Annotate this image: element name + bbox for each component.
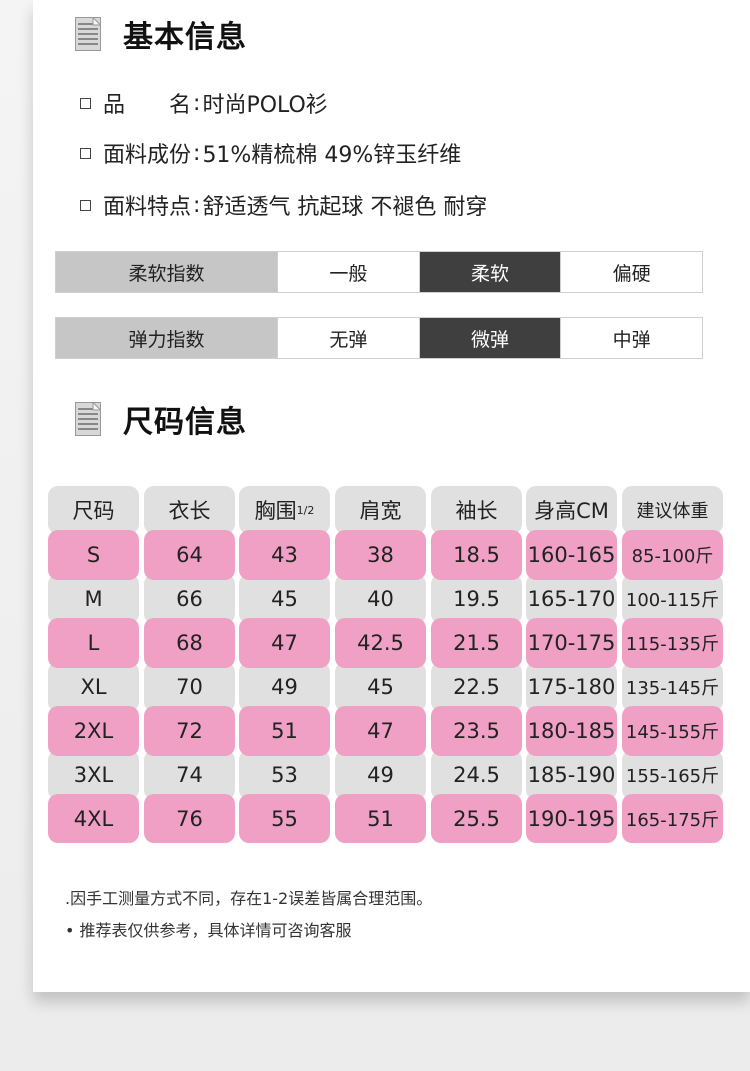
info-value: 时尚POLO衫	[202, 93, 328, 118]
size-cell: 45	[239, 574, 330, 624]
size-cell: 38	[335, 530, 426, 580]
elasticity-rating: 弹力指数 无弹 微弹 中弹	[55, 317, 703, 359]
rating-option-selected: 微弹	[419, 318, 562, 358]
size-cell: 175-180	[526, 662, 617, 712]
info-label: 面料成份	[103, 143, 192, 168]
bullet-square-icon	[80, 147, 91, 159]
size-cell: 160-165	[526, 530, 617, 580]
size-cell: 190-195	[526, 794, 617, 843]
info-line-name: 品 名: 时尚POLO衫	[80, 87, 328, 119]
size-cell: 145-155斤	[622, 706, 723, 756]
rating-option: 偏硬	[561, 252, 703, 292]
rating-option: 一般	[278, 252, 420, 292]
size-cell: 19.5	[431, 574, 522, 624]
size-cell: L	[48, 618, 139, 668]
size-cell: 49	[335, 750, 426, 800]
size-header-cell: 身高CM	[526, 486, 617, 534]
size-cell: 85-100斤	[622, 530, 723, 580]
info-line-fabric: 面料成份: 51%精梳棉 49%锌玉纤维	[80, 137, 461, 169]
size-cell: 68	[144, 618, 235, 668]
rating-option: 中弹	[561, 318, 703, 358]
info-value: 51%精梳棉 49%锌玉纤维	[202, 143, 462, 168]
size-cell: 100-115斤	[622, 574, 723, 624]
size-column: 19.5 22.5 24.5 18.5 21.5 23.5 25.5 袖长	[431, 486, 522, 843]
size-cell: 180-185	[526, 706, 617, 756]
size-cell: 51	[335, 794, 426, 843]
size-cell: 64	[144, 530, 235, 580]
size-header-cell: 衣长	[144, 486, 235, 534]
note-1: .因手工测量方式不同，存在1-2误差皆属合理范围。	[65, 889, 433, 908]
size-cell: 74	[144, 750, 235, 800]
size-cell: S	[48, 530, 139, 580]
rating-option-selected: 柔软	[419, 252, 562, 292]
size-cell: 4XL	[48, 794, 139, 843]
size-cell: 76	[144, 794, 235, 843]
info-label: 面料特点	[103, 195, 192, 220]
size-cell: 24.5	[431, 750, 522, 800]
chest-half-suffix: 1/2	[296, 503, 315, 517]
size-cell: 72	[144, 706, 235, 756]
size-column: 45 49 53 43 47 51 55 胸围 1/2	[239, 486, 330, 843]
info-label: 品 名	[103, 93, 192, 118]
size-header-cell: 尺码	[48, 486, 139, 534]
size-cell: M	[48, 574, 139, 624]
size-cell: 22.5	[431, 662, 522, 712]
size-column: 100-115斤 135-145斤 155-165斤 85-100斤 115-135斤 1…	[622, 486, 723, 843]
size-cell: 115-135斤	[622, 618, 723, 668]
size-cell: 40	[335, 574, 426, 624]
size-cell: 165-170	[526, 574, 617, 624]
size-cell: 47	[239, 618, 330, 668]
size-cell: 165-175斤	[622, 794, 723, 843]
document-icon	[75, 402, 101, 436]
rating-option: 无弹	[278, 318, 420, 358]
size-header-cell: 肩宽	[335, 486, 426, 534]
size-column: M XL 3XL S L 2XL 4XL 尺码	[48, 486, 139, 843]
size-cell: XL	[48, 662, 139, 712]
size-cell: 135-145斤	[622, 662, 723, 712]
bullet-square-icon	[80, 97, 91, 109]
size-cell: 49	[239, 662, 330, 712]
size-cell: 25.5	[431, 794, 522, 843]
size-cell: 51	[239, 706, 330, 756]
size-cell: 43	[239, 530, 330, 580]
size-cell: 66	[144, 574, 235, 624]
basic-info-title: 基本信息	[123, 20, 247, 55]
size-cell: 23.5	[431, 706, 522, 756]
size-header-cell: 胸围 1/2	[239, 486, 330, 534]
size-cell: 45	[335, 662, 426, 712]
size-info-title: 尺码信息	[123, 405, 247, 440]
size-cell: 155-165斤	[622, 750, 723, 800]
size-cell: 70	[144, 662, 235, 712]
size-cell: 21.5	[431, 618, 522, 668]
size-info-header: 尺码信息	[75, 397, 247, 441]
info-value: 舒适透气 抗起球 不褪色 耐穿	[202, 195, 488, 220]
size-cell: 2XL	[48, 706, 139, 756]
rating-label: 柔软指数	[56, 252, 278, 292]
document-icon	[75, 17, 101, 51]
content-card: 基本信息 品 名: 时尚POLO衫 面料成份: 51%精梳棉 49%锌玉纤维 面…	[33, 0, 750, 992]
size-cell: 18.5	[431, 530, 522, 580]
info-line-features: 面料特点: 舒适透气 抗起球 不褪色 耐穿	[80, 189, 487, 221]
rating-label: 弹力指数	[56, 318, 278, 358]
size-column: 165-170 175-180 185-190 160-165 170-175 180-1…	[526, 486, 617, 843]
basic-info-header: 基本信息	[75, 12, 247, 56]
size-cell: 170-175	[526, 618, 617, 668]
size-cell: 42.5	[335, 618, 426, 668]
size-cell: 55	[239, 794, 330, 843]
softness-rating: 柔软指数 一般 柔软 偏硬	[55, 251, 703, 293]
size-cell: 3XL	[48, 750, 139, 800]
size-header-cell: 建议体重	[622, 486, 723, 534]
note-2: • 推荐表仅供参考，具体详情可咨询客服	[65, 921, 352, 940]
size-cell: 185-190	[526, 750, 617, 800]
size-cell: 47	[335, 706, 426, 756]
size-column: 66 70 74 64 68 72 76 衣长	[144, 486, 235, 843]
size-header-cell: 袖长	[431, 486, 522, 534]
size-column: 40 45 49 38 42.5 47 51 肩宽	[335, 486, 426, 843]
size-cell: 53	[239, 750, 330, 800]
bullet-square-icon	[80, 199, 91, 211]
